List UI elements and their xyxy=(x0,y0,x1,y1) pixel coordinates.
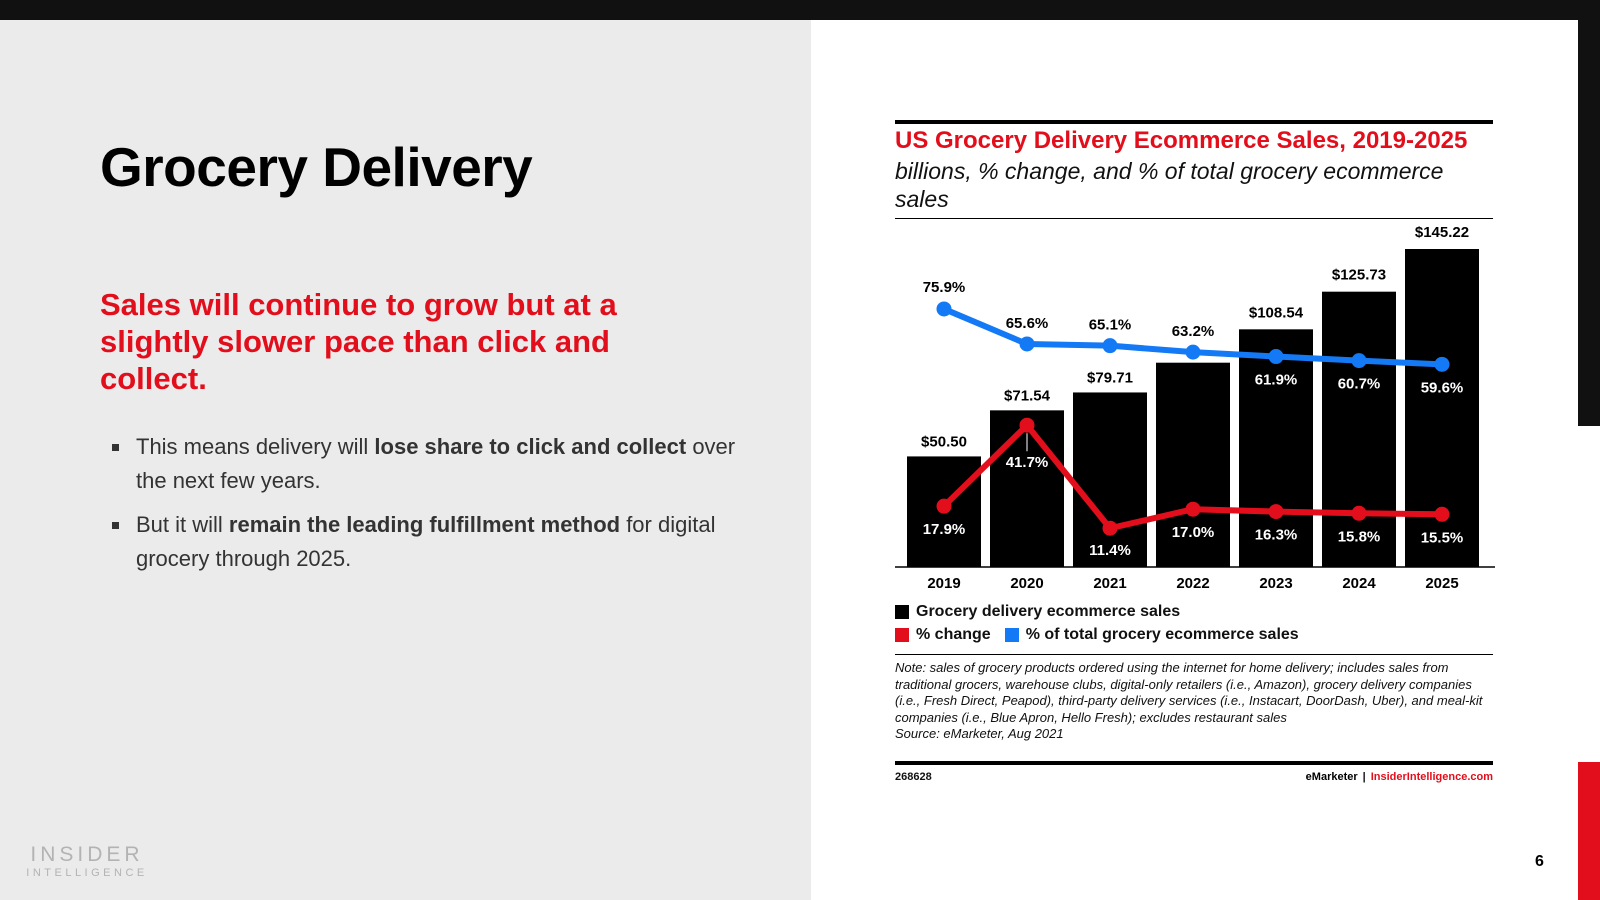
change-point xyxy=(1019,417,1035,433)
legend-swatch-red xyxy=(895,628,909,642)
chart-top-rule xyxy=(895,120,1493,124)
change-point xyxy=(1268,504,1284,520)
bullet-emphasis: remain the leading fulfillment method xyxy=(228,512,621,537)
bullet-square-icon xyxy=(112,444,119,451)
legend-item-change: % change xyxy=(895,626,991,644)
chart-brand: eMarketer | InsiderIntelligence.com xyxy=(1306,771,1493,783)
chart-bottom-rule xyxy=(895,761,1493,765)
share-data-label: 63.2% xyxy=(1172,323,1215,340)
change-data-label: 15.8% xyxy=(1338,528,1381,545)
bullet-item: This means delivery will lose share to c… xyxy=(106,430,746,498)
chart-note: Note: sales of grocery products ordered … xyxy=(895,660,1495,743)
chart-subtitle: billions, % change, and % of total groce… xyxy=(895,158,1444,212)
bullet-text: This means delivery will xyxy=(136,434,375,459)
legend-swatch-blue xyxy=(1004,628,1019,642)
note-text: Note: sales of grocery products ordered … xyxy=(895,660,1483,725)
change-data-label: 41.7% xyxy=(1006,454,1049,471)
change-data-label: 16.3% xyxy=(1255,527,1298,544)
brand-site: InsiderIntelligence.com xyxy=(1370,771,1493,783)
logo-line-1: INSIDER xyxy=(30,843,144,866)
share-data-label: 59.6% xyxy=(1421,379,1464,396)
change-data-label: 11.4% xyxy=(1089,542,1131,559)
note-rule xyxy=(895,654,1493,655)
bullet-text: But it will xyxy=(136,512,229,537)
legend-swatch-black xyxy=(895,605,909,619)
share-data-label: 65.6% xyxy=(1006,315,1049,332)
x-tick-label: 2025 xyxy=(1425,575,1458,592)
legend-item-sales: Grocery delivery ecommerce sales xyxy=(895,603,1180,621)
change-point xyxy=(1185,501,1201,517)
change-data-label: 17.9% xyxy=(923,521,966,538)
change-data-label: 15.5% xyxy=(1421,529,1464,546)
bar-value-label: $125.73 xyxy=(1332,267,1386,284)
legend-item-share: % of total grocery ecommerce sales xyxy=(1004,626,1299,644)
bar-2022 xyxy=(1156,362,1230,567)
change-point xyxy=(1434,506,1450,522)
insider-intelligence-logo: INSIDER INTELLIGENCE xyxy=(22,844,152,880)
x-tick-label: 2021 xyxy=(1093,575,1126,592)
share-point xyxy=(1185,344,1201,360)
legend-label: % of total grocery ecommerce sales xyxy=(1025,626,1299,643)
chart-header-rule xyxy=(895,218,1493,219)
share-point xyxy=(936,301,952,317)
right-edge-accent-red xyxy=(1578,762,1600,900)
legend-label: Grocery delivery ecommerce sales xyxy=(916,603,1181,620)
x-tick-label: 2024 xyxy=(1342,575,1376,592)
x-tick-label: 2023 xyxy=(1259,575,1292,592)
top-bar xyxy=(0,0,1600,20)
legend-row-2: % change % of total grocery ecommerce sa… xyxy=(895,626,1313,644)
left-panel xyxy=(0,20,811,900)
bar-value-label: $71.54 xyxy=(1004,387,1051,404)
bullet-item: But it will remain the leading fulfillme… xyxy=(106,508,746,576)
bullet-list: This means delivery will lose share to c… xyxy=(106,430,746,586)
bar-value-label: $145.22 xyxy=(1415,224,1469,241)
source-text: Source: eMarketer, Aug 2021 xyxy=(895,726,1064,741)
slide-title: Grocery Delivery xyxy=(100,136,533,198)
share-point xyxy=(1434,356,1450,372)
change-point xyxy=(936,498,952,514)
chart-id: 268628 xyxy=(895,771,932,783)
share-point xyxy=(1102,338,1118,354)
bar-value-label: $79.71 xyxy=(1087,369,1133,386)
bar-2024 xyxy=(1322,291,1396,567)
bullet-emphasis: lose share to click and collect xyxy=(374,434,687,459)
right-edge-accent-black xyxy=(1578,20,1600,426)
logo-line-2: INTELLIGENCE xyxy=(26,867,148,879)
page-number: 6 xyxy=(1535,853,1544,870)
share-data-label: 61.9% xyxy=(1255,372,1298,389)
legend-row-1: Grocery delivery ecommerce sales xyxy=(895,603,1194,621)
x-tick-label: 2020 xyxy=(1010,575,1043,592)
share-data-label: 60.7% xyxy=(1338,376,1381,393)
change-point xyxy=(1102,520,1118,536)
bar-value-label: $50.50 xyxy=(921,433,967,450)
brand-separator: | xyxy=(1362,771,1366,783)
change-point xyxy=(1351,505,1367,521)
bar-2021 xyxy=(1073,392,1147,567)
share-data-label: 65.1% xyxy=(1089,317,1132,334)
slide-subhead: Sales will continue to grow but at a sli… xyxy=(100,287,617,396)
share-point xyxy=(1351,353,1367,369)
x-tick-label: 2022 xyxy=(1176,575,1209,592)
bar-value-label: $108.54 xyxy=(1249,304,1304,321)
x-tick-label: 2019 xyxy=(927,575,960,592)
bullet-text: for digital grocery through 2025. xyxy=(136,512,716,571)
share-point xyxy=(1268,349,1284,365)
legend-label: % change xyxy=(916,626,991,643)
bar-2023 xyxy=(1239,329,1313,567)
share-data-label: 75.9% xyxy=(923,279,966,296)
chart-title: US Grocery Delivery Ecommerce Sales, 201… xyxy=(895,127,1468,154)
share-point xyxy=(1019,336,1035,352)
change-data-label: 17.0% xyxy=(1172,524,1215,541)
sales-chart: $50.50$71.54$79.71$93.30$108.54$125.73$1… xyxy=(895,224,1495,592)
bullet-square-icon xyxy=(112,522,119,529)
bullet-text: over the next few years. xyxy=(136,434,736,493)
brand-name: eMarketer xyxy=(1305,771,1358,783)
